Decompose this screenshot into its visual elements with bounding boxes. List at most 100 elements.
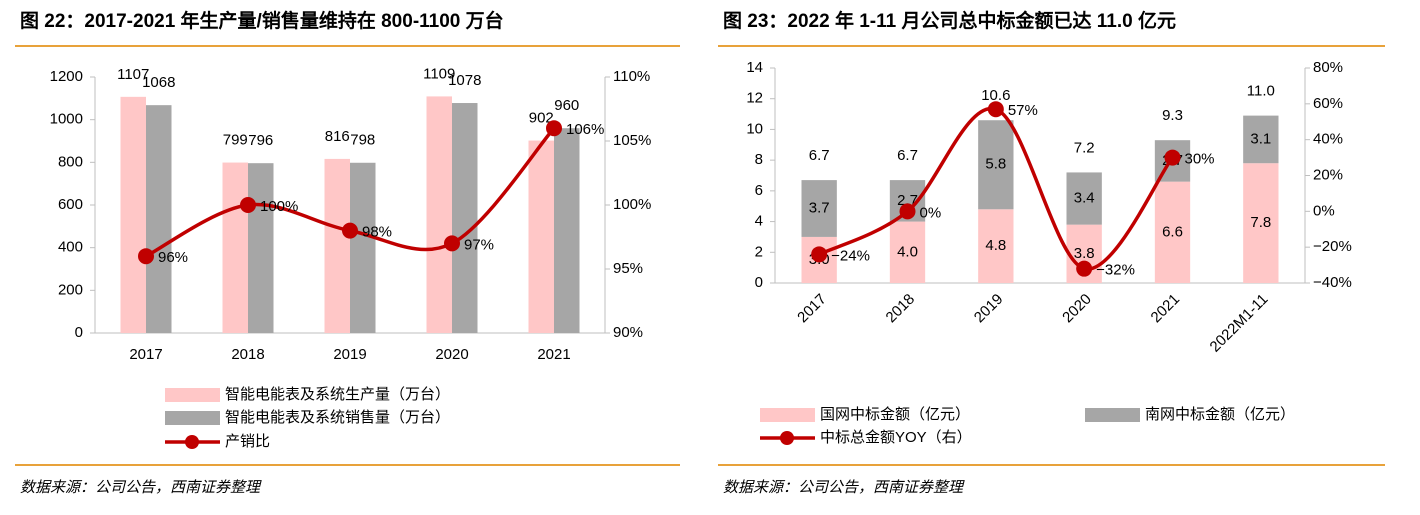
data-label: 6.6 bbox=[1162, 223, 1183, 240]
data-label: 4.0 bbox=[897, 243, 918, 260]
data-label: 798 bbox=[350, 132, 375, 149]
chart-title: 图 23：2022 年 1-11 月公司总中标金额已达 11.0 亿元 bbox=[723, 9, 1176, 32]
total-label: 11.0 bbox=[1247, 83, 1275, 100]
bar bbox=[528, 140, 554, 333]
data-label: 106% bbox=[566, 121, 604, 138]
data-label: 1078 bbox=[448, 72, 481, 89]
bar bbox=[324, 158, 350, 333]
chart-title: 图 22：2017-2021 年生产量/销售量维持在 800-1100 万台 bbox=[20, 9, 504, 32]
x-tick-label: 2019 bbox=[333, 346, 366, 363]
bar bbox=[1243, 115, 1279, 164]
source: 数据来源：公司公告，西南证券整理 bbox=[723, 479, 965, 496]
bar bbox=[1243, 163, 1279, 283]
y-tick-label: 0 bbox=[755, 274, 763, 291]
y2-tick-label: 95% bbox=[613, 260, 643, 277]
line-point bbox=[811, 246, 828, 263]
legend-label: 智能电能表及系统生产量（万台） bbox=[225, 385, 450, 403]
bar bbox=[350, 162, 376, 333]
data-label: 816 bbox=[325, 128, 350, 145]
y-tick-label: 4 bbox=[755, 213, 763, 230]
total-label: 7.2 bbox=[1074, 139, 1095, 156]
y-tick-label: 6 bbox=[755, 182, 763, 199]
y2-tick-label: 20% bbox=[1313, 166, 1343, 183]
bar bbox=[222, 162, 248, 333]
y2-tick-label: −40% bbox=[1313, 274, 1352, 291]
y-tick-label: 1000 bbox=[50, 111, 83, 128]
x-tick-label: 2022M1-11 bbox=[1207, 291, 1272, 356]
legend-swatch bbox=[780, 431, 794, 445]
y-tick-label: 1200 bbox=[50, 68, 83, 85]
legend-swatch bbox=[165, 411, 220, 425]
data-label: 902 bbox=[529, 110, 554, 127]
data-label: 57% bbox=[1008, 102, 1038, 119]
legend-label: 智能电能表及系统销售量（万台） bbox=[225, 408, 450, 426]
legend-swatch bbox=[1085, 408, 1140, 422]
y-tick-label: 8 bbox=[755, 151, 763, 168]
y-tick-label: 2 bbox=[755, 243, 763, 260]
x-tick-label: 2020 bbox=[1059, 291, 1095, 327]
legend-swatch bbox=[165, 388, 220, 402]
legend-label: 中标总金额YOY（右） bbox=[820, 429, 972, 446]
line-point bbox=[342, 222, 358, 239]
legend-label: 产销比 bbox=[225, 433, 270, 450]
data-label: 4.8 bbox=[985, 237, 1006, 254]
x-tick-label: 2017 bbox=[794, 291, 830, 327]
data-label: 0% bbox=[920, 204, 942, 221]
bar bbox=[452, 103, 478, 333]
data-label: 100% bbox=[260, 198, 298, 215]
bar bbox=[554, 128, 580, 333]
y2-tick-label: 0% bbox=[1313, 202, 1335, 219]
bar bbox=[1154, 181, 1191, 283]
data-label: 799 bbox=[223, 132, 248, 149]
y2-tick-label: 80% bbox=[1313, 59, 1343, 76]
bar bbox=[120, 96, 146, 333]
line-point bbox=[138, 248, 154, 265]
legend-swatch bbox=[185, 435, 199, 449]
x-tick-label: 2020 bbox=[435, 346, 468, 363]
legend-label: 南网中标金额（亿元） bbox=[1145, 406, 1295, 423]
total-label: 9.3 bbox=[1162, 107, 1183, 124]
bar bbox=[426, 96, 452, 333]
data-label: 98% bbox=[362, 224, 392, 241]
bar bbox=[1066, 172, 1102, 225]
line-point bbox=[899, 203, 916, 220]
data-label: 30% bbox=[1185, 151, 1215, 168]
y-tick-label: 12 bbox=[746, 90, 763, 107]
x-tick-label: 2019 bbox=[971, 291, 1007, 327]
total-label: 10.6 bbox=[981, 87, 1010, 104]
legend-label: 国网中标金额（亿元） bbox=[820, 406, 970, 423]
x-tick-label: 2017 bbox=[129, 346, 162, 363]
data-label: 7.8 bbox=[1250, 214, 1271, 231]
y2-tick-label: 110% bbox=[613, 68, 650, 85]
bar bbox=[889, 221, 926, 283]
y2-tick-label: 60% bbox=[1313, 95, 1343, 112]
y2-tick-label: 40% bbox=[1313, 131, 1343, 148]
bar bbox=[978, 209, 1014, 283]
data-label: 3.7 bbox=[809, 199, 830, 216]
line-point bbox=[987, 101, 1004, 118]
line-point bbox=[240, 197, 256, 213]
y2-tick-label: −20% bbox=[1313, 238, 1352, 255]
data-label: 960 bbox=[554, 97, 579, 114]
data-label: 96% bbox=[158, 249, 188, 266]
y-tick-label: 10 bbox=[746, 120, 763, 137]
bar bbox=[146, 105, 172, 333]
x-tick-label: 2021 bbox=[1148, 291, 1184, 327]
y-tick-label: 800 bbox=[58, 153, 83, 170]
data-label: −32% bbox=[1096, 262, 1135, 279]
data-label: 1068 bbox=[142, 74, 175, 91]
legend-swatch bbox=[760, 408, 815, 422]
data-label: 1107 bbox=[117, 66, 149, 83]
data-label: −24% bbox=[831, 247, 870, 264]
data-label: 3.1 bbox=[1250, 130, 1271, 147]
x-tick-label: 2021 bbox=[537, 346, 570, 363]
x-tick-label: 2018 bbox=[883, 291, 919, 327]
source: 数据来源：公司公告，西南证券整理 bbox=[20, 479, 262, 496]
x-tick-label: 2018 bbox=[231, 346, 264, 363]
line-point bbox=[1164, 149, 1181, 166]
total-label: 6.7 bbox=[809, 147, 830, 164]
bar bbox=[978, 120, 1014, 210]
y2-tick-label: 100% bbox=[613, 196, 651, 213]
